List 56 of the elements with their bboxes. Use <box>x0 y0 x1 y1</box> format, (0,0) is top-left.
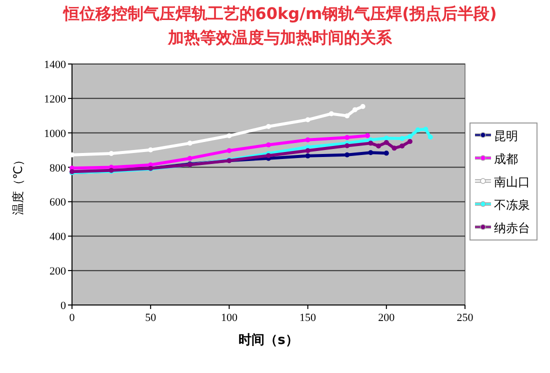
legend-label: 南山口 <box>494 175 530 189</box>
point <box>266 124 271 129</box>
point <box>187 156 192 161</box>
point <box>384 140 389 145</box>
point <box>428 134 433 140</box>
y-tick-label: 400 <box>50 231 66 244</box>
x-tick-label: 0 <box>69 312 76 324</box>
point <box>400 136 405 142</box>
point <box>368 140 374 146</box>
point <box>344 135 350 140</box>
point <box>392 146 397 151</box>
y-tick-label: 200 <box>50 266 66 278</box>
point <box>108 151 114 156</box>
point <box>328 111 334 116</box>
point <box>226 148 232 154</box>
x-tick-label: 200 <box>378 312 396 324</box>
y-tick-label: 600 <box>50 196 66 209</box>
point <box>384 150 389 156</box>
y-tick-label: 0 <box>60 300 66 312</box>
point <box>344 113 350 118</box>
legend-label: 成都 <box>494 152 518 166</box>
y-tick-label: 1200 <box>44 93 66 106</box>
point <box>226 133 232 138</box>
chart-title: 恒位移控制气压焊轨工艺的60kg/m钢轨气压焊(拐点后半段)加热等效温度与加热时间的关系 <box>62 3 498 49</box>
x-axis-title: 时间（s） <box>238 333 298 348</box>
legend-label: 昆明 <box>494 129 518 143</box>
x-tick-label: 150 <box>300 312 317 324</box>
point <box>407 138 412 144</box>
point <box>187 140 192 146</box>
y-tick-label: 800 <box>50 162 66 174</box>
x-tick-label: 50 <box>145 312 157 324</box>
point <box>148 147 154 152</box>
point <box>423 126 428 132</box>
point <box>305 137 310 142</box>
y-axis-title: 温度（℃） <box>11 154 25 216</box>
point <box>266 142 271 148</box>
point <box>365 133 370 138</box>
x-tick-label: 250 <box>456 312 474 324</box>
point <box>305 153 310 158</box>
point <box>305 148 310 154</box>
point <box>368 150 374 156</box>
legend-label: 纳赤台 <box>494 221 530 235</box>
point <box>360 104 366 110</box>
point <box>407 134 412 139</box>
point <box>415 127 420 132</box>
legend-label: 不冻泉 <box>494 198 530 212</box>
y-tick-label: 1000 <box>44 128 66 140</box>
point <box>376 143 382 148</box>
point <box>344 152 350 158</box>
point <box>344 143 350 148</box>
point <box>384 136 389 141</box>
point <box>352 107 358 112</box>
point <box>400 143 405 148</box>
x-tick-label: 100 <box>220 312 238 324</box>
point <box>305 117 310 122</box>
y-tick-label: 1400 <box>44 59 66 71</box>
